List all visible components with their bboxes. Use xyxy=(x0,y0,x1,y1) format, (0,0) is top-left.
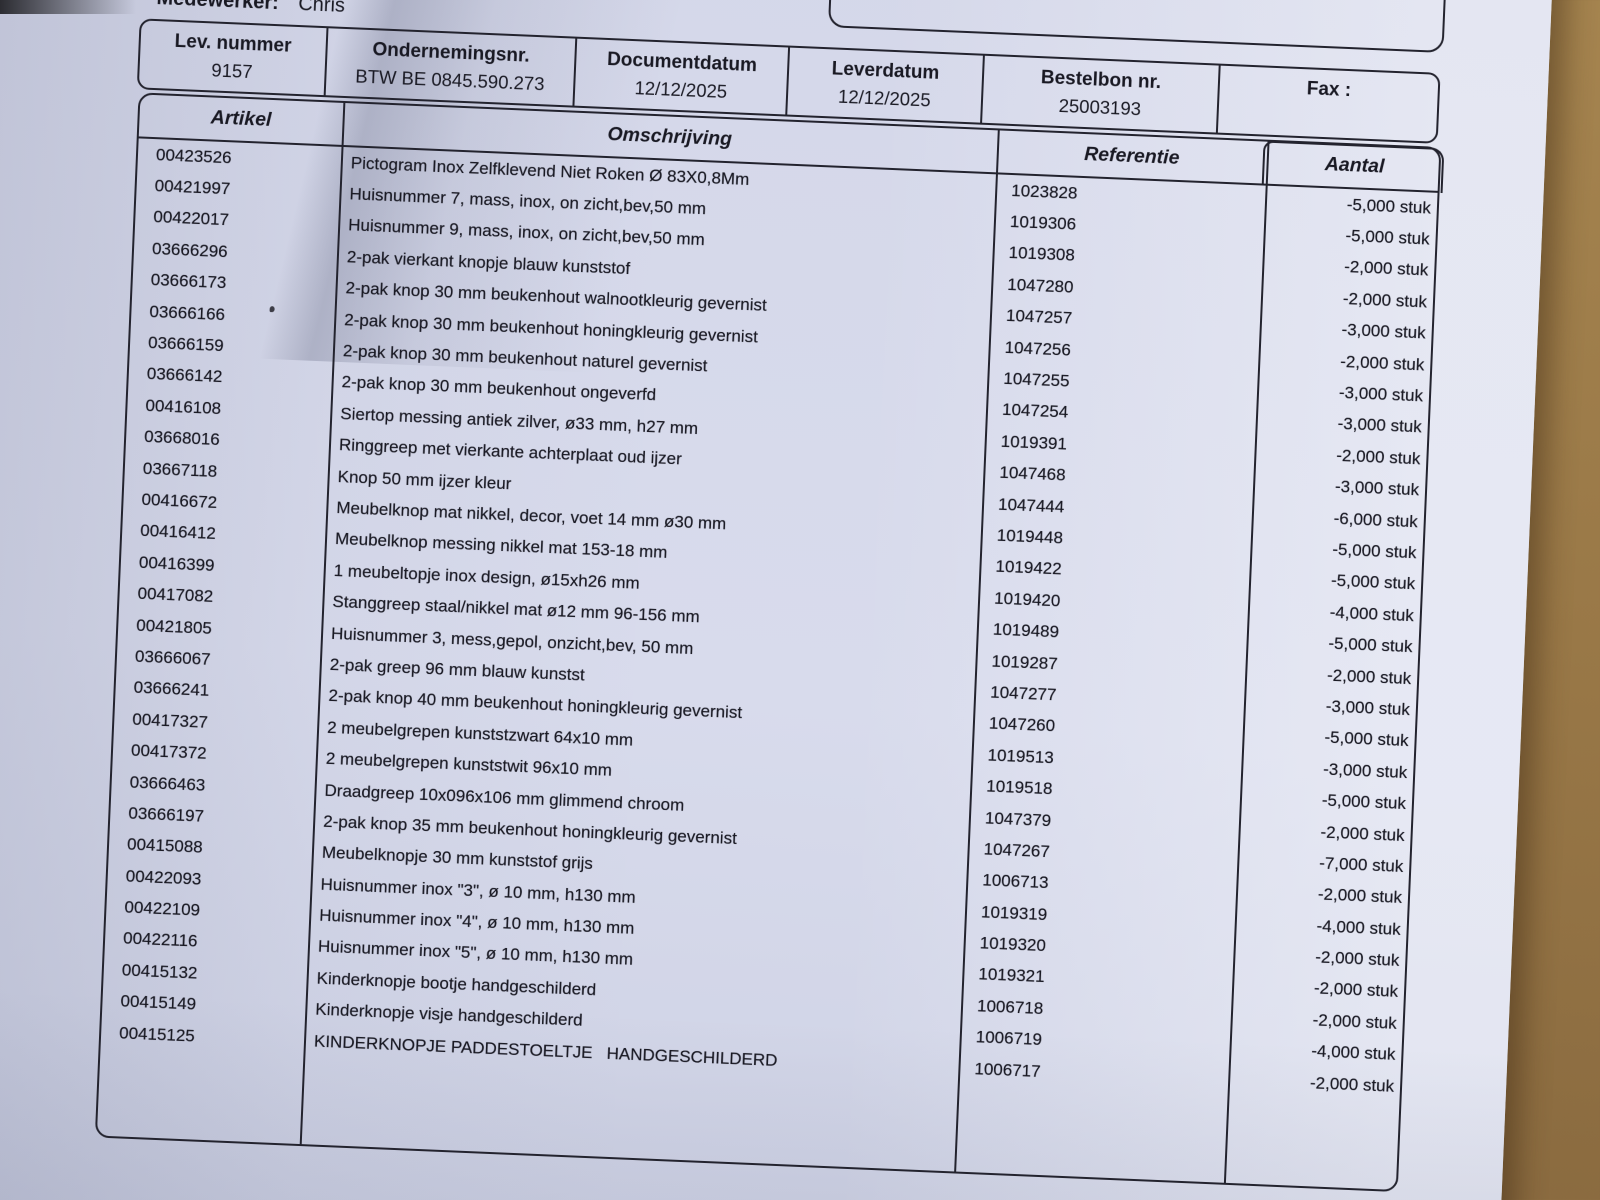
cell-aantal: -2,000 stuk xyxy=(1320,822,1406,845)
cell-aantal: -2,000 stuk xyxy=(1312,1010,1398,1033)
cell-artikel: 03666197 xyxy=(128,803,205,826)
medewerker-value: Chris xyxy=(297,0,346,17)
cell-artikel: 00415125 xyxy=(118,1023,196,1046)
cell-aantal: -5,000 stuk xyxy=(1321,790,1407,814)
cell-artikel: 00416412 xyxy=(139,521,217,544)
info-cell-lev-nummer: Lev. nummer 9157 xyxy=(138,20,329,96)
cell-artikel: 00416672 xyxy=(141,489,218,512)
cell-aantal: -4,000 stuk xyxy=(1316,916,1402,939)
cell-artikel: 00422116 xyxy=(122,928,198,952)
cell-aantal: -2,000 stuk xyxy=(1342,288,1428,312)
cell-artikel: 03666159 xyxy=(147,333,225,356)
cell-aantal: -5,000 stuk xyxy=(1332,539,1417,563)
info-cell-fax: Fax : xyxy=(1218,66,1438,142)
cell-aantal: -2,000 stuk xyxy=(1339,351,1425,375)
info-value: BTW BE 0845.590.273 xyxy=(354,65,545,95)
cell-artikel: 03666067 xyxy=(134,646,211,669)
cell-artikel: 00422093 xyxy=(125,866,202,889)
cell-aantal: -3,000 stuk xyxy=(1337,414,1423,437)
cell-artikel: 03666296 xyxy=(151,238,229,262)
info-label: Lev. nummer xyxy=(174,30,292,57)
cell-aantal: -3,000 stuk xyxy=(1338,382,1424,406)
cell-aantal: -5,000 stuk xyxy=(1346,194,1432,218)
cell-aantal: -5,000 stuk xyxy=(1324,727,1409,751)
cell-aantal: -7,000 stuk xyxy=(1318,853,1404,876)
info-label: Documentdatum xyxy=(606,48,758,76)
cell-referentie: 1006717 xyxy=(974,1058,1042,1081)
cell-aantal: -2,000 stuk xyxy=(1313,978,1399,1002)
cell-aantal: -3,000 stuk xyxy=(1341,320,1427,343)
info-value: 12/12/2025 xyxy=(634,77,728,103)
cell-artikel: 00421997 xyxy=(154,176,231,199)
cell-artikel: 00415088 xyxy=(126,834,204,857)
cell-artikel: 03666173 xyxy=(150,270,227,293)
cell-artikel: 00415132 xyxy=(121,960,198,983)
cell-artikel: 03668016 xyxy=(143,427,221,450)
info-cell-bestelbon-nr: Bestelbon nr. 25003193 xyxy=(981,55,1222,133)
cell-aantal: -3,000 stuk xyxy=(1334,477,1420,500)
paper-sheet: Medewerker: Chris Lev. nummer 9157 Onder… xyxy=(0,0,1554,1200)
info-value xyxy=(1327,108,1328,128)
info-cell-documentdatum: Documentdatum 12/12/2025 xyxy=(574,38,791,115)
cell-aantal: -2,000 stuk xyxy=(1326,665,1412,688)
cell-artikel: 00421805 xyxy=(135,615,213,638)
cell-aantal: -3,000 stuk xyxy=(1322,759,1408,782)
cell-artikel: 03667118 xyxy=(142,458,218,481)
document: Medewerker: Chris Lev. nummer 9157 Onder… xyxy=(92,0,1470,1200)
info-label: Ondernemingsnr. xyxy=(372,38,531,67)
info-label: Bestelbon nr. xyxy=(1040,66,1162,93)
info-cell-ondernemingsnr: Ondernemingsnr. BTW BE 0845.590.273 xyxy=(325,28,578,106)
cell-aantal: -2,000 stuk xyxy=(1335,445,1421,469)
cell-aantal: -5,000 stuk xyxy=(1328,633,1413,657)
cell-aantal: -6,000 stuk xyxy=(1333,508,1419,531)
info-value: 9157 xyxy=(210,59,253,83)
cell-artikel: 03666241 xyxy=(133,678,210,701)
cell-aantal: -2,000 stuk xyxy=(1343,257,1429,280)
cell-aantal: -5,000 stuk xyxy=(1330,571,1416,594)
cell-artikel: 00415149 xyxy=(120,991,197,1014)
cell-aantal: -2,000 stuk xyxy=(1314,947,1400,970)
cell-aantal: -5,000 stuk xyxy=(1345,226,1431,249)
cell-artikel: 00416108 xyxy=(145,395,222,418)
cell-aantal: -2,000 stuk xyxy=(1317,884,1403,908)
info-value: 12/12/2025 xyxy=(837,85,932,111)
cell-artikel: 00422109 xyxy=(124,897,201,920)
cell-artikel: 03666166 xyxy=(149,301,226,324)
cell-artikel: 00417372 xyxy=(130,740,208,763)
info-label: Leverdatum xyxy=(831,58,940,84)
cell-artikel: 00423526 xyxy=(155,144,233,167)
info-value: 25003193 xyxy=(1058,95,1142,120)
cell-artikel: 00417327 xyxy=(131,709,209,732)
cell-artikel: 00417082 xyxy=(137,583,214,607)
cropped-title-box xyxy=(827,0,1447,53)
cell-aantal: -4,000 stuk xyxy=(1310,1041,1396,1065)
cell-aantal: -4,000 stuk xyxy=(1329,602,1415,625)
cell-artikel: 00416399 xyxy=(138,552,215,575)
medewerker-label: Medewerker: xyxy=(156,0,280,15)
info-label: Fax : xyxy=(1306,78,1352,102)
table-rows: 00423526 Pictogram Inox Zelfklevend Niet … xyxy=(101,138,1438,1102)
cell-aantal: -3,000 stuk xyxy=(1325,696,1411,720)
cell-artikel: 03666463 xyxy=(129,772,206,795)
cell-artikel: 03666142 xyxy=(146,364,223,387)
column-header-artikel: Artikel xyxy=(210,106,272,131)
medewerker-line: Medewerker: Chris xyxy=(156,0,345,18)
articles-table: Artikel Omschrijving Referentie Aantal 0… xyxy=(94,92,1445,1193)
cell-artikel: 00422017 xyxy=(153,207,230,230)
info-cell-leverdatum: Leverdatum 12/12/2025 xyxy=(787,47,985,123)
column-header-referentie: Referentie xyxy=(1083,143,1180,169)
cell-aantal: -2,000 stuk xyxy=(1309,1072,1395,1096)
